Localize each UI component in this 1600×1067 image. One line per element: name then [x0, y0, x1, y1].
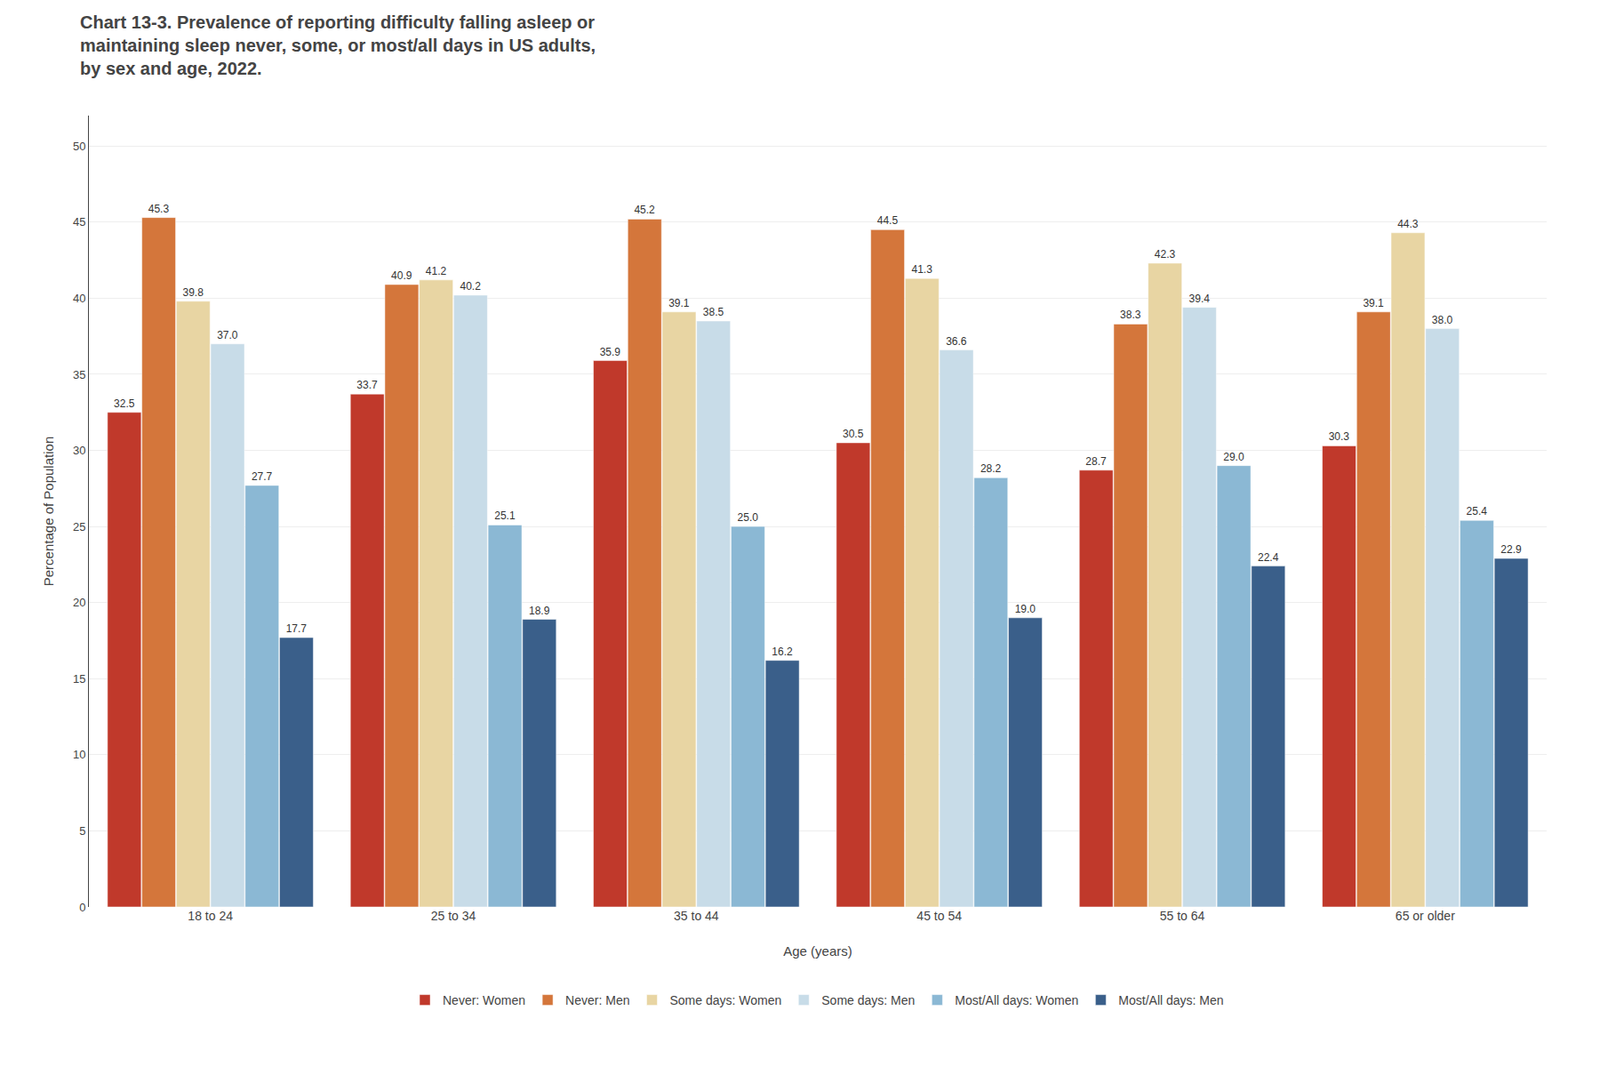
svg-text:40.2: 40.2: [460, 280, 482, 293]
svg-text:37.0: 37.0: [216, 328, 239, 342]
svg-text:35 to 44: 35 to 44: [673, 908, 720, 923]
svg-text:Most/All days: Women: Most/All days: Women: [954, 992, 1079, 1008]
svg-text:25 to 34: 25 to 34: [431, 908, 477, 923]
svg-text:45: 45: [72, 215, 86, 229]
svg-text:50: 50: [72, 139, 86, 153]
svg-text:Age (years): Age (years): [783, 943, 853, 959]
svg-text:39.8: 39.8: [182, 286, 204, 299]
svg-text:41.2: 41.2: [425, 264, 448, 278]
svg-text:39.4: 39.4: [1189, 292, 1211, 305]
svg-text:22.9: 22.9: [1500, 543, 1522, 556]
svg-text:27.7: 27.7: [251, 470, 273, 483]
svg-text:55 to 64: 55 to 64: [1160, 908, 1206, 923]
svg-text:Never: Women: Never: Women: [442, 992, 526, 1008]
svg-text:25.4: 25.4: [1466, 504, 1488, 518]
svg-text:30.5: 30.5: [842, 427, 864, 440]
svg-text:40: 40: [72, 291, 86, 305]
svg-text:18.9: 18.9: [528, 604, 551, 617]
svg-text:17.7: 17.7: [286, 622, 308, 635]
svg-text:25.1: 25.1: [494, 509, 516, 522]
svg-text:19.0: 19.0: [1015, 602, 1037, 616]
svg-text:28.7: 28.7: [1085, 455, 1107, 468]
svg-text:30: 30: [72, 443, 86, 457]
svg-text:Most/All days: Men: Most/All days: Men: [1118, 992, 1224, 1008]
svg-text:15: 15: [72, 672, 86, 686]
svg-text:38.5: 38.5: [703, 305, 725, 319]
svg-text:Chart 13-3. Prevalence of repo: Chart 13-3. Prevalence of reporting diff…: [80, 12, 596, 79]
svg-text:Some days: Men: Some days: Men: [821, 992, 915, 1008]
svg-text:Some days: Women: Some days: Women: [669, 992, 782, 1008]
svg-text:29.0: 29.0: [1223, 450, 1245, 464]
svg-text:10: 10: [72, 747, 86, 761]
svg-text:45.2: 45.2: [633, 203, 656, 216]
svg-text:36.6: 36.6: [945, 335, 968, 348]
svg-text:25: 25: [72, 520, 86, 534]
svg-text:0: 0: [79, 900, 86, 914]
svg-text:38.3: 38.3: [1120, 308, 1142, 321]
svg-text:39.1: 39.1: [1362, 296, 1384, 310]
svg-text:20: 20: [72, 595, 86, 609]
svg-text:44.5: 44.5: [877, 214, 899, 227]
svg-text:22.4: 22.4: [1257, 551, 1280, 564]
svg-text:Percentage of Population: Percentage of Population: [40, 436, 56, 586]
svg-text:35: 35: [72, 368, 86, 382]
svg-text:32.5: 32.5: [113, 397, 136, 410]
svg-text:33.7: 33.7: [356, 378, 378, 392]
svg-text:42.3: 42.3: [1154, 248, 1176, 261]
svg-text:44.3: 44.3: [1397, 217, 1419, 231]
svg-text:39.1: 39.1: [668, 296, 690, 310]
svg-text:38.0: 38.0: [1432, 313, 1454, 327]
svg-text:Never: Men: Never: Men: [565, 992, 630, 1008]
svg-text:40.9: 40.9: [391, 269, 413, 282]
svg-text:65 or older: 65 or older: [1395, 908, 1456, 923]
svg-text:45 to 54: 45 to 54: [916, 908, 962, 923]
svg-text:41.3: 41.3: [911, 263, 933, 276]
svg-text:5: 5: [79, 824, 86, 838]
svg-text:25.0: 25.0: [737, 511, 760, 524]
svg-text:45.3: 45.3: [148, 202, 170, 216]
svg-text:28.2: 28.2: [980, 462, 1002, 475]
svg-text:35.9: 35.9: [600, 345, 622, 359]
svg-text:18 to 24: 18 to 24: [187, 908, 233, 923]
svg-text:30.3: 30.3: [1328, 430, 1351, 443]
svg-text:16.2: 16.2: [771, 645, 793, 658]
